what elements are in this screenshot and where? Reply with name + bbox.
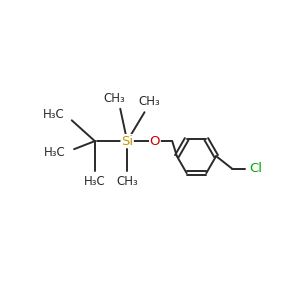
Text: CH₃: CH₃ — [116, 176, 138, 188]
Text: H₃C: H₃C — [42, 108, 64, 121]
Text: CH₃: CH₃ — [138, 95, 160, 108]
Text: Cl: Cl — [249, 162, 262, 175]
Text: O: O — [150, 135, 160, 148]
Text: Si: Si — [121, 135, 133, 148]
Text: CH₃: CH₃ — [103, 92, 125, 105]
Text: H₃C: H₃C — [44, 146, 65, 159]
Text: H₃C: H₃C — [84, 176, 106, 188]
